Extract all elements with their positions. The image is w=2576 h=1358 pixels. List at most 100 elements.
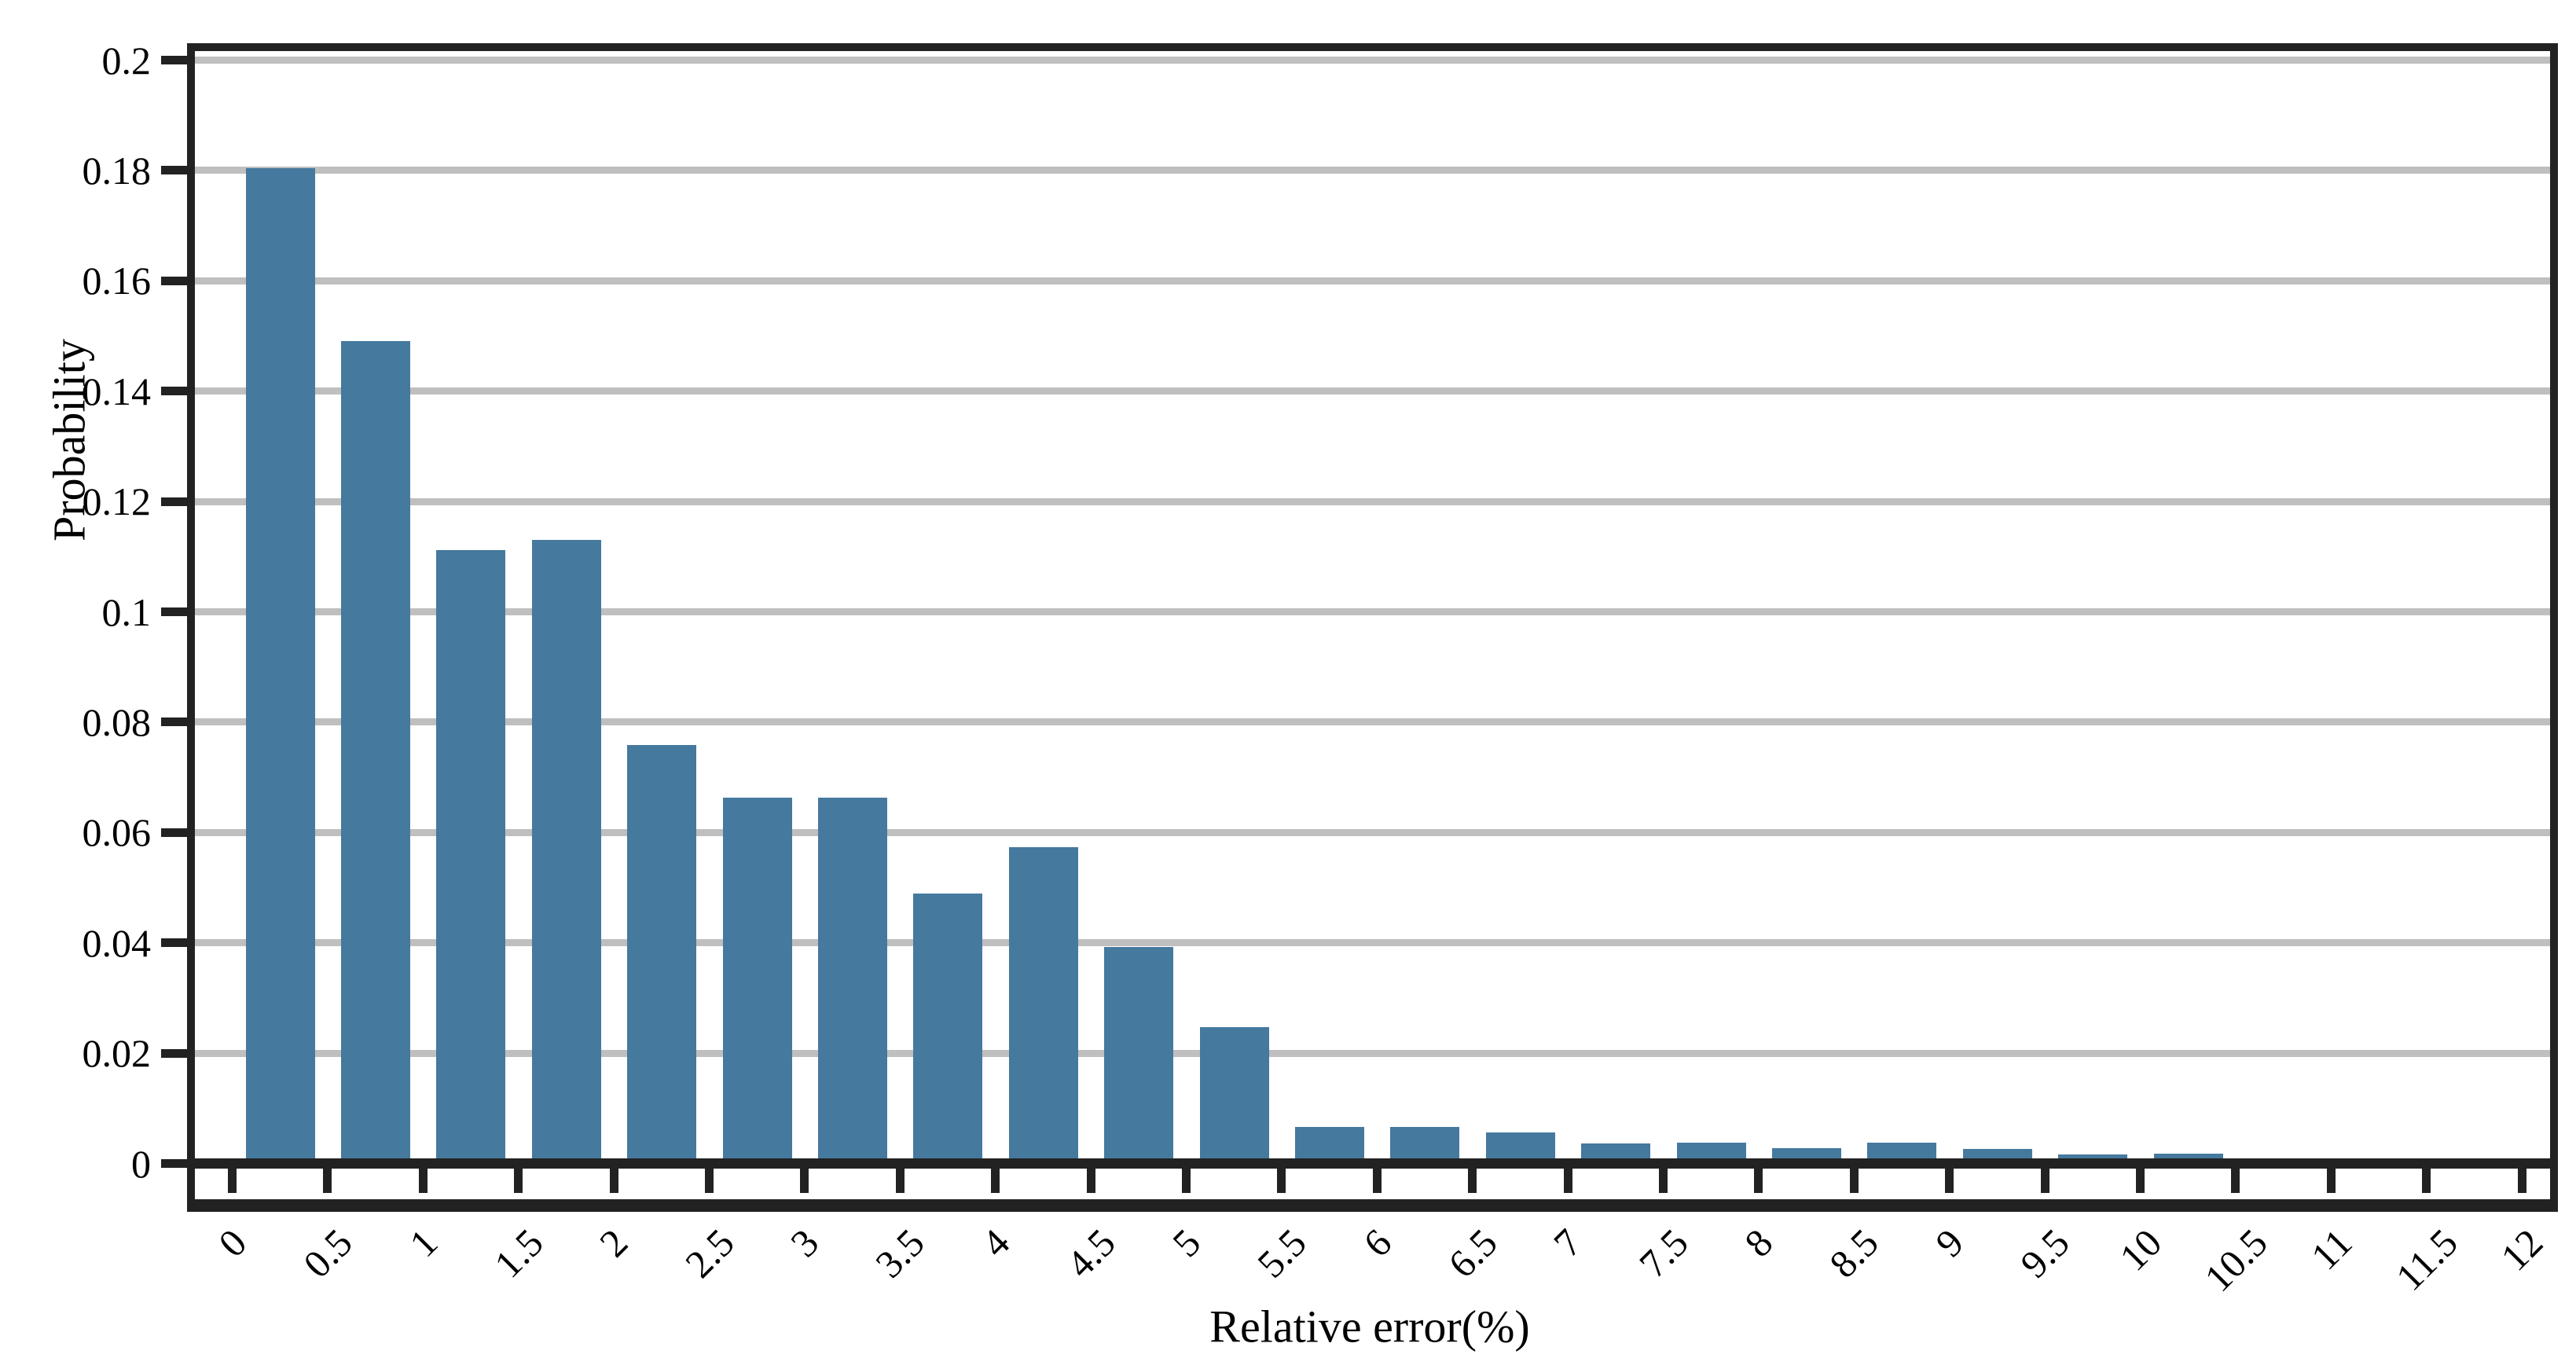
x-tick	[1086, 1169, 1095, 1193]
histogram-bar	[1199, 1027, 1269, 1161]
gridline	[195, 57, 2550, 64]
x-tick	[1945, 1169, 1954, 1193]
x-axis-baseline	[187, 1158, 2558, 1169]
x-tick-label: 3	[782, 1220, 827, 1265]
x-tick-label: 2	[591, 1220, 637, 1265]
x-tick	[1182, 1169, 1191, 1193]
x-tick	[1372, 1169, 1382, 1193]
x-tick	[1659, 1169, 1668, 1193]
x-tick-label: 12	[2492, 1220, 2552, 1279]
x-tick-label: 1	[400, 1220, 446, 1265]
histogram-bar	[1294, 1127, 1364, 1161]
x-tick	[323, 1169, 332, 1193]
histogram-bar	[436, 549, 506, 1161]
x-tick-label: 8.5	[1821, 1220, 1888, 1286]
x-tick	[2136, 1169, 2145, 1193]
y-tick	[161, 1048, 187, 1058]
x-tick-label: 8	[1736, 1220, 1782, 1265]
histogram-bar	[1008, 846, 1078, 1161]
histogram-bar	[722, 798, 792, 1161]
histogram-bar	[1581, 1143, 1651, 1161]
x-tick	[514, 1169, 523, 1193]
x-tick-label: 11.5	[2387, 1220, 2466, 1299]
y-tick	[161, 607, 187, 616]
y-tick-label: 0.18	[82, 148, 152, 193]
x-tick-label: 5	[1163, 1220, 1209, 1265]
x-tick-label: 0	[209, 1220, 255, 1265]
x-tick-label: 4	[973, 1220, 1018, 1265]
x-tick	[2040, 1169, 2049, 1193]
y-tick-label: 0.1	[101, 589, 152, 634]
x-tick	[2231, 1169, 2240, 1193]
gridline	[195, 718, 2550, 726]
histogram-bar	[1962, 1148, 2032, 1161]
x-tick	[2326, 1169, 2336, 1193]
x-tick-label: 2.5	[676, 1220, 743, 1286]
y-tick	[161, 56, 187, 64]
x-tick	[1754, 1169, 1763, 1193]
y-tick-label: 0.08	[82, 699, 152, 744]
y-tick	[161, 718, 187, 727]
x-tick-label: 11	[2302, 1220, 2361, 1279]
x-tick	[895, 1169, 905, 1193]
gridline	[195, 167, 2550, 174]
histogram-bar	[531, 539, 601, 1161]
y-tick-label: 0.04	[82, 920, 152, 965]
y-tick-label: 0.02	[82, 1031, 152, 1076]
x-tick	[418, 1169, 427, 1193]
y-tick	[161, 828, 187, 837]
y-tick	[161, 938, 187, 948]
x-tick-label: 10.5	[2196, 1220, 2276, 1301]
x-tick-label: 0.5	[295, 1220, 361, 1286]
histogram-bar	[1867, 1142, 1937, 1161]
x-tick	[1849, 1169, 1859, 1193]
x-tick-label: 7	[1545, 1220, 1591, 1265]
gridline	[195, 497, 2550, 505]
y-tick	[161, 387, 187, 396]
gridline	[195, 1049, 2550, 1057]
histogram-bar	[340, 340, 410, 1161]
y-tick	[161, 276, 187, 285]
x-tick-label: 4.5	[1058, 1220, 1124, 1286]
x-tick-label: 1.5	[485, 1220, 552, 1286]
x-tick	[228, 1169, 237, 1193]
y-tick-label: 0.06	[82, 810, 152, 855]
y-tick-label: 0.2	[101, 38, 152, 83]
x-tick-label: 9.5	[2012, 1220, 2078, 1286]
y-tick-label: 0	[131, 1141, 151, 1186]
x-tick	[2517, 1169, 2526, 1193]
x-tick	[991, 1169, 1000, 1193]
x-tick	[2422, 1169, 2431, 1193]
y-tick	[161, 1159, 187, 1168]
x-tick	[1563, 1169, 1572, 1193]
histogram-bar	[1771, 1147, 1841, 1161]
histogram-bar	[2153, 1153, 2223, 1161]
histogram-bar	[2058, 1154, 2128, 1161]
x-tick-label: 7.5	[1630, 1220, 1697, 1286]
x-tick-label: 10	[2111, 1220, 2170, 1279]
x-tick	[609, 1169, 618, 1193]
y-tick	[161, 166, 187, 175]
y-tick-label: 0.14	[82, 369, 152, 413]
x-tick-label: 6	[1354, 1220, 1400, 1265]
histogram-bar	[1676, 1142, 1746, 1161]
x-tick-label: 5.5	[1249, 1220, 1315, 1286]
y-tick-label: 0.12	[82, 479, 152, 524]
histogram-bar	[627, 744, 697, 1161]
gridline	[195, 939, 2550, 947]
y-tick-label: 0.16	[82, 259, 152, 303]
gridline	[195, 387, 2550, 395]
gridline	[195, 277, 2550, 284]
histogram-bar	[913, 894, 983, 1161]
x-tick	[800, 1169, 809, 1193]
x-tick-label: 6.5	[1439, 1220, 1506, 1286]
x-tick-label: 9	[1927, 1220, 1972, 1265]
histogram-bar	[1485, 1132, 1555, 1161]
x-axis-title: Relative error(%)	[1209, 1301, 1530, 1352]
x-tick	[705, 1169, 714, 1193]
histogram-bar	[817, 798, 887, 1161]
x-tick	[1277, 1169, 1286, 1193]
gridline	[195, 608, 2550, 615]
x-tick-label: 3.5	[867, 1220, 934, 1286]
